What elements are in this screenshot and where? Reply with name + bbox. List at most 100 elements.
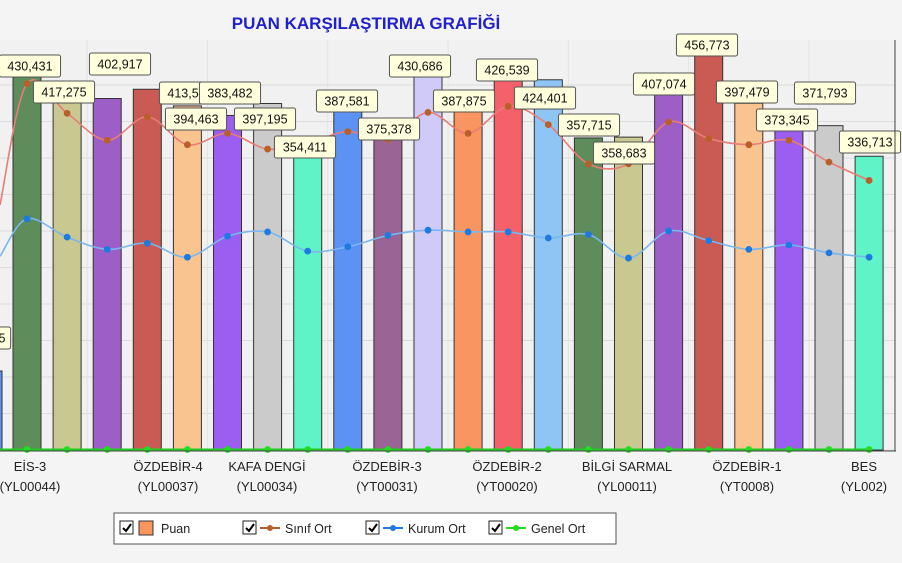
legend-marker (267, 525, 273, 531)
svg-text:397,479: 397,479 (724, 86, 769, 100)
x-tick-label: ÖZDEBİR-3 (352, 459, 421, 474)
bar-puan (12, 74, 42, 451)
svg-text:336,713: 336,713 (847, 136, 892, 150)
line-point (865, 253, 873, 261)
bar-puan (213, 114, 242, 451)
data-label: 357,715 (557, 113, 621, 137)
line-point (585, 160, 592, 168)
data-label: 430,686 (388, 54, 452, 78)
bar-puan (734, 102, 764, 451)
line-point (504, 102, 512, 110)
data-label: 424,401 (513, 86, 577, 110)
bar-puan (573, 137, 603, 451)
line-point (504, 228, 512, 236)
line-point (103, 245, 111, 253)
x-tick-code: (YL00044) (0, 479, 60, 494)
line-point (865, 177, 873, 184)
line-point (143, 446, 151, 453)
data-label: 397,195 (233, 107, 297, 131)
data-label: 5 (0, 326, 12, 350)
svg-text:5: 5 (0, 332, 6, 346)
data-label: 383,482 (198, 81, 262, 105)
line-point (705, 135, 713, 142)
data-label: 397,479 (715, 80, 779, 104)
legend-swatch (138, 520, 154, 536)
value-labels: 430,431417,275402,917413,537394,463383,4… (0, 33, 902, 350)
svg-text:456,773: 456,773 (684, 39, 729, 53)
bar-puan (132, 88, 162, 451)
bar-puan (854, 155, 884, 451)
data-label: 407,074 (632, 72, 696, 96)
svg-text:357,715: 357,715 (566, 119, 611, 133)
legend-marker (390, 525, 396, 531)
legend-checkbox[interactable] (365, 520, 380, 535)
check-icon (122, 523, 132, 533)
line-point (705, 237, 713, 245)
legend-checkbox[interactable] (488, 520, 503, 535)
x-tick-code: (YL00037) (138, 479, 199, 494)
line-point (785, 446, 793, 453)
line-point (384, 446, 392, 453)
line-point (665, 118, 672, 126)
legend-item-puan[interactable]: Puan (119, 520, 190, 536)
line-point (224, 232, 231, 240)
data-label: 336,713 (838, 130, 902, 154)
svg-text:430,686: 430,686 (397, 60, 442, 74)
line-point (23, 80, 31, 88)
svg-text:375,378: 375,378 (366, 123, 411, 137)
legend-item-kurum-ort[interactable]: Kurum Ort (365, 520, 466, 536)
bar-puan (373, 122, 403, 451)
data-label: 387,875 (432, 89, 496, 113)
legend-item-genel-ort[interactable]: Genel Ort (488, 520, 586, 536)
line-point (344, 446, 352, 453)
line-point (705, 446, 713, 453)
legend-checkbox[interactable] (119, 520, 134, 535)
legend-checkbox[interactable] (242, 520, 257, 535)
line-point (785, 241, 793, 249)
bar-puan (333, 111, 363, 451)
legend-label: Kurum Ort (408, 522, 466, 536)
svg-text:371,793: 371,793 (802, 87, 847, 101)
line-point (865, 446, 873, 453)
x-tick-label: EİS-3 (14, 459, 47, 474)
x-tick-label: ÖZDEBİR-2 (472, 459, 541, 474)
line-point (103, 446, 111, 453)
bar-puan (293, 140, 323, 451)
data-label: 358,683 (592, 141, 656, 165)
check-icon (245, 523, 255, 533)
line-point (785, 136, 793, 144)
line-point (264, 145, 271, 153)
x-tick-labels: EİS-3 (YL00044) ÖZDEBİR-4 (YL00037) KAFA DEN… (0, 459, 887, 494)
x-tick-label: ÖZDEBİR-1 (712, 459, 781, 474)
bar-puan (654, 94, 684, 451)
svg-text:430,431: 430,431 (7, 60, 52, 74)
line-point (424, 446, 432, 453)
legend-label: Sınıf Ort (285, 522, 332, 536)
svg-text:417,275: 417,275 (41, 86, 86, 100)
legend-item-s-n-f-ort[interactable]: Sınıf Ort (242, 520, 332, 536)
line-point (625, 446, 632, 453)
line-series (0, 79, 873, 453)
line-point (825, 446, 833, 453)
line-point (264, 446, 271, 453)
line-point (143, 113, 151, 121)
bar-puan (52, 85, 82, 451)
line-point (264, 228, 271, 236)
data-label: 456,773 (675, 33, 739, 57)
line-point (384, 232, 392, 239)
line-point (745, 446, 753, 453)
line-point (424, 226, 432, 234)
svg-text:407,074: 407,074 (641, 78, 686, 92)
x-tick-code: (YT00031) (356, 479, 417, 494)
svg-text:373,345: 373,345 (764, 114, 809, 128)
bar-series-puan (0, 51, 884, 451)
data-label: 375,378 (357, 117, 421, 141)
chart-title: PUAN KARŞILAŞTIRMA GRAFİĞİ (232, 14, 501, 33)
line-point (464, 228, 472, 236)
bar-puan (533, 79, 563, 451)
svg-text:424,401: 424,401 (522, 92, 567, 106)
line-point (464, 129, 472, 137)
line-point (23, 446, 31, 453)
line-point (304, 247, 312, 255)
